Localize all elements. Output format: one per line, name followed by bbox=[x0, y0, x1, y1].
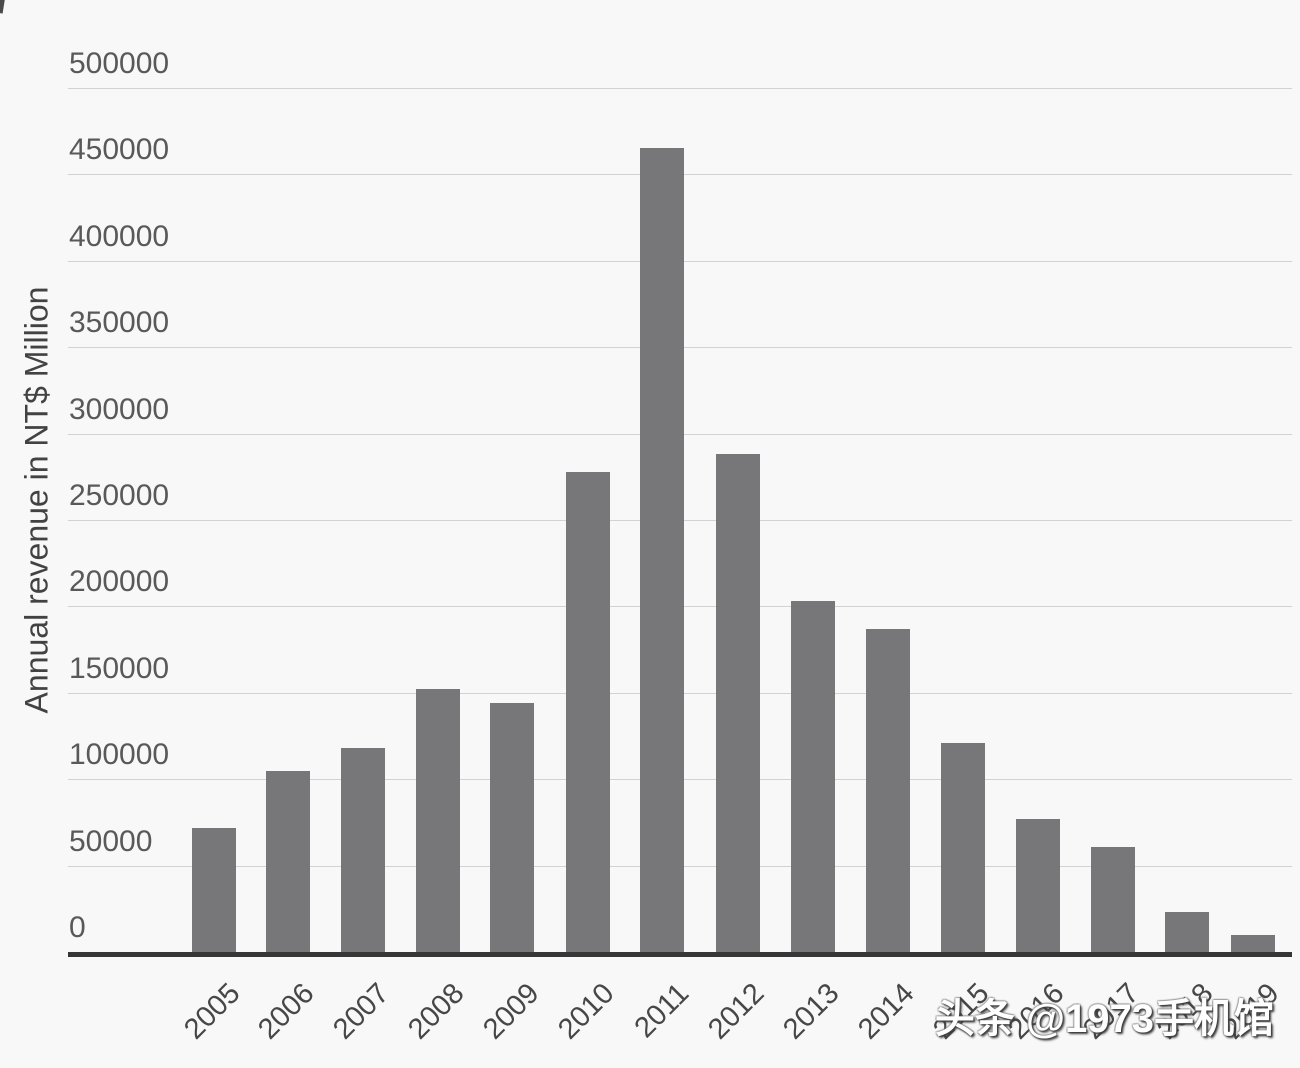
bar-2018 bbox=[1164, 912, 1209, 952]
x-tick-label-2014: 2014 bbox=[852, 977, 921, 1046]
plot-area bbox=[68, 88, 1292, 952]
bar-2008 bbox=[415, 689, 460, 952]
x-axis-line bbox=[68, 952, 1292, 957]
bar-2006 bbox=[265, 770, 310, 952]
bar-2017 bbox=[1091, 846, 1135, 952]
bar-2014 bbox=[866, 628, 910, 952]
x-tick-label-2011: 2011 bbox=[628, 977, 695, 1045]
watermark: 头条 @1973手机馆 bbox=[934, 997, 1274, 1041]
bar-2010 bbox=[565, 471, 610, 952]
y-tick-label-250000: 250000 bbox=[69, 479, 170, 512]
x-tick-label-2012: 2012 bbox=[702, 977, 771, 1046]
bar-2016 bbox=[1016, 818, 1060, 952]
bar-2007 bbox=[340, 748, 385, 952]
bar-2013 bbox=[791, 601, 835, 952]
x-tick-label-2005: 2005 bbox=[178, 977, 247, 1046]
bar-2012 bbox=[716, 454, 760, 952]
x-tick-label-2006: 2006 bbox=[252, 977, 321, 1046]
x-tick-label-2009: 2009 bbox=[476, 977, 546, 1046]
bar-2015 bbox=[940, 742, 985, 952]
bar-2005 bbox=[191, 827, 236, 952]
bar-2009 bbox=[490, 703, 535, 952]
y-tick-label-350000: 350000 bbox=[69, 306, 170, 340]
y-tick-label-200000: 200000 bbox=[69, 565, 170, 599]
y-tick-label-500000: 500000 bbox=[69, 47, 170, 80]
x-tick-label-2013: 2013 bbox=[777, 977, 846, 1046]
gridline-500000 bbox=[68, 88, 1292, 89]
corner-artifact bbox=[0, 0, 5, 14]
y-axis-title: Annual revenue in NT$ Million bbox=[18, 286, 55, 714]
y-tick-label-0: 0 bbox=[69, 911, 86, 944]
y-tick-label-400000: 400000 bbox=[69, 219, 170, 253]
bar-2011 bbox=[640, 148, 684, 952]
y-tick-label-150000: 150000 bbox=[69, 651, 170, 685]
y-tick-label-300000: 300000 bbox=[69, 392, 170, 426]
x-tick-label-2008: 2008 bbox=[402, 977, 471, 1046]
x-tick-label-2010: 2010 bbox=[552, 977, 621, 1046]
bar-2019 bbox=[1230, 934, 1275, 952]
y-tick-label-100000: 100000 bbox=[69, 738, 170, 772]
y-tick-label-50000: 50000 bbox=[69, 824, 153, 858]
y-tick-label-450000: 450000 bbox=[69, 133, 170, 167]
x-tick-label-2007: 2007 bbox=[327, 977, 396, 1046]
